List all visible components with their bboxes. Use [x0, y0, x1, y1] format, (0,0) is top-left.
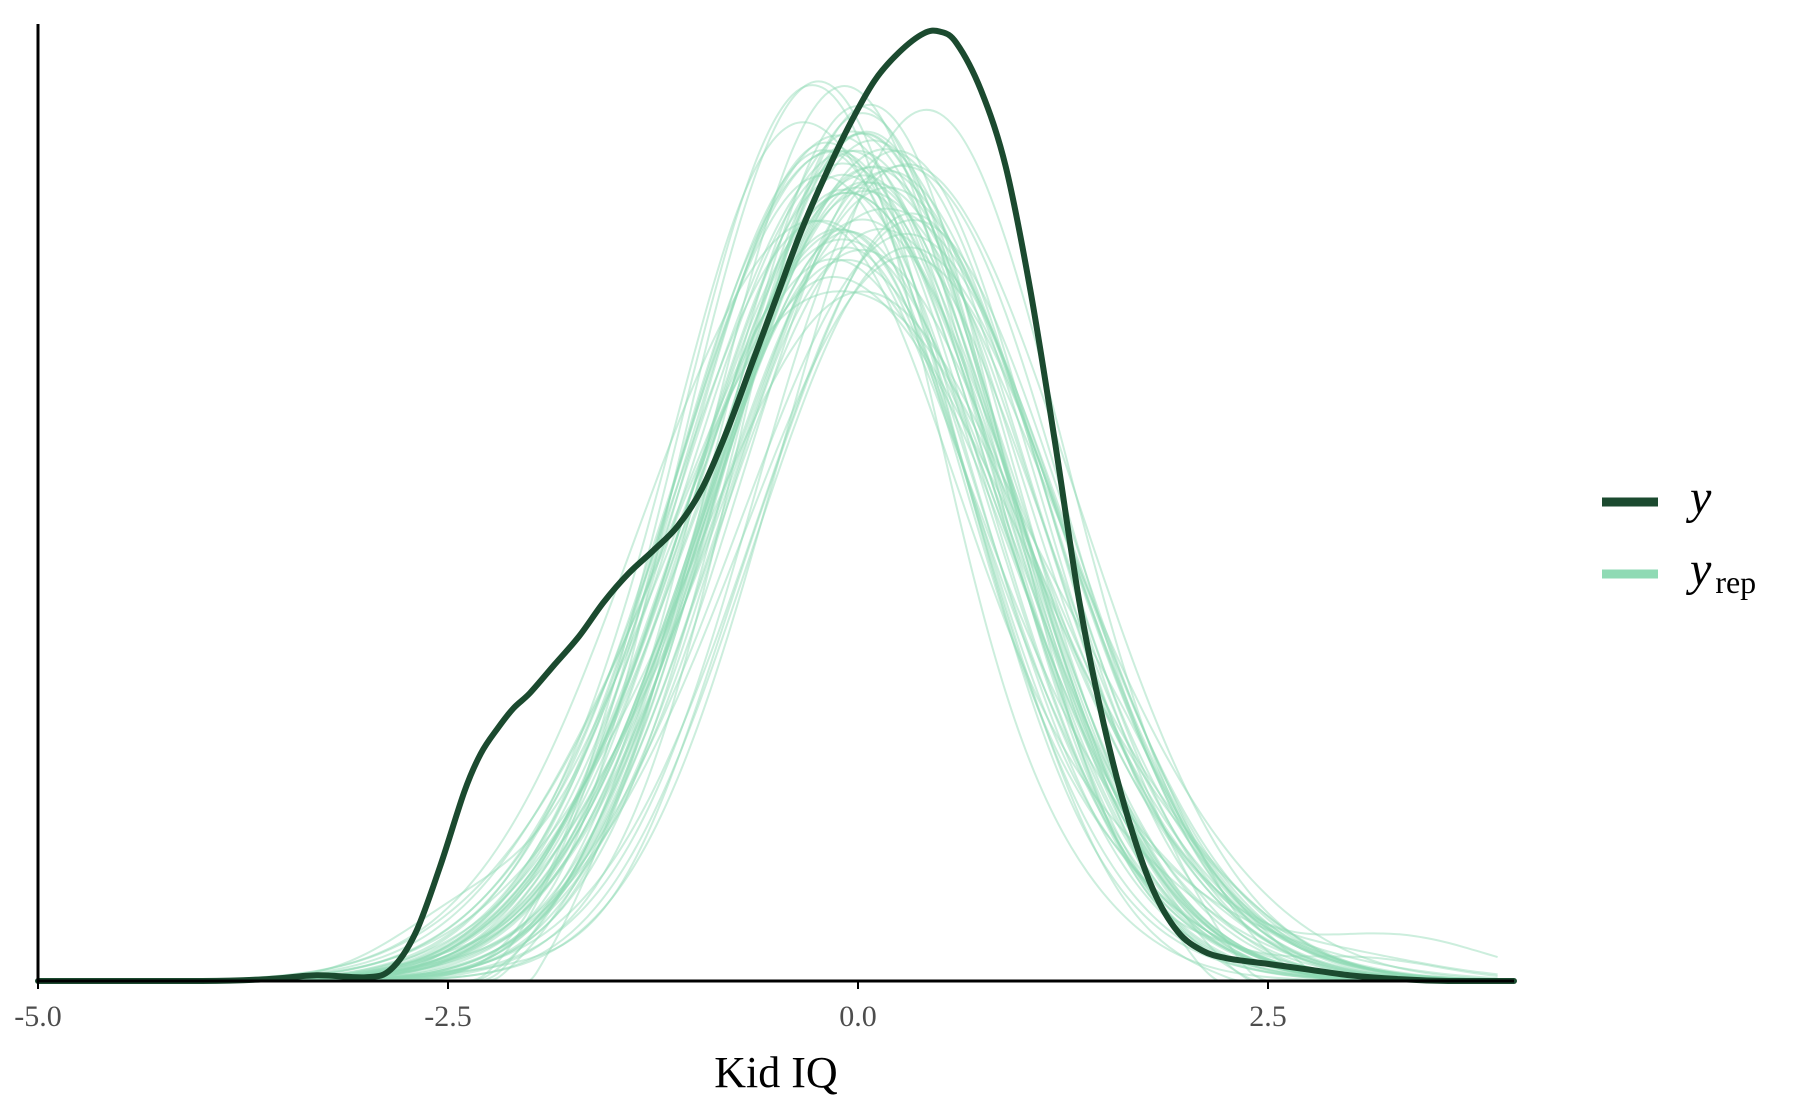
- series-line-yrep: [169, 219, 1498, 982]
- series-line-yrep: [169, 275, 1498, 982]
- legend-label-yrep: y rep: [1685, 543, 1756, 600]
- series-line-yrep: [169, 255, 1498, 982]
- series-line-yrep: [169, 246, 1498, 982]
- series-line-yrep: [169, 141, 1498, 982]
- series-line-yrep: [169, 162, 1498, 982]
- x-axis-title: Kid IQ: [714, 1048, 838, 1097]
- legend-label-yrep-subscript: rep: [1715, 564, 1756, 600]
- series-line-yrep: [169, 227, 1498, 982]
- series-line-yrep: [169, 228, 1498, 982]
- series-line-yrep: [169, 258, 1498, 982]
- series-line-yrep: [169, 230, 1498, 982]
- legend-label-y-text: y: [1685, 471, 1712, 524]
- series-line-yrep: [169, 166, 1498, 982]
- series-line-yrep: [169, 191, 1498, 982]
- series-line-yrep: [169, 164, 1498, 982]
- series-line-yrep: [169, 248, 1498, 982]
- series-line-yrep: [169, 139, 1498, 982]
- series-line-yrep: [169, 173, 1498, 982]
- series-line-yrep: [169, 165, 1498, 982]
- series-line-yrep: [169, 104, 1498, 982]
- series-line-yrep: [169, 218, 1498, 982]
- x-ticks-group: -5.0 -2.5 0.0 2.5: [14, 981, 1287, 1033]
- x-tick-label: -2.5: [424, 1000, 472, 1033]
- yrep-series-group: [169, 80, 1498, 982]
- series-line-y: [35, 27, 1517, 985]
- legend-label-yrep-text: y: [1685, 543, 1712, 596]
- x-tick-label: 2.5: [1249, 1000, 1287, 1033]
- series-line-yrep: [169, 186, 1498, 982]
- series-line-yrep: [169, 232, 1498, 982]
- series-line-yrep: [169, 290, 1498, 982]
- series-line-yrep: [169, 258, 1498, 982]
- series-line-yrep: [169, 84, 1498, 982]
- series-line-yrep: [169, 169, 1498, 982]
- series-line-yrep: [169, 174, 1498, 982]
- series-line-yrep: [169, 190, 1498, 982]
- series-line-yrep: [169, 212, 1498, 982]
- series-line-yrep: [169, 238, 1498, 982]
- series-line-yrep: [169, 246, 1498, 982]
- x-tick-label: 0.0: [839, 1000, 877, 1033]
- series-line-yrep: [169, 228, 1498, 982]
- legend-label-y: y: [1685, 471, 1712, 524]
- series-line-yrep: [169, 186, 1498, 982]
- series-line-yrep: [169, 121, 1498, 982]
- x-tick-label: -5.0: [14, 1000, 62, 1033]
- series-line-yrep: [169, 218, 1498, 982]
- series-line-yrep: [169, 163, 1498, 982]
- series-line-yrep: [169, 290, 1498, 982]
- series-line-yrep: [169, 191, 1498, 982]
- series-line-yrep: [169, 174, 1498, 982]
- series-line-yrep: [169, 112, 1498, 982]
- series-line-yrep: [169, 219, 1498, 982]
- legend: y y rep: [1602, 471, 1756, 600]
- series-line-yrep: [169, 188, 1498, 982]
- series-line-yrep: [169, 134, 1498, 982]
